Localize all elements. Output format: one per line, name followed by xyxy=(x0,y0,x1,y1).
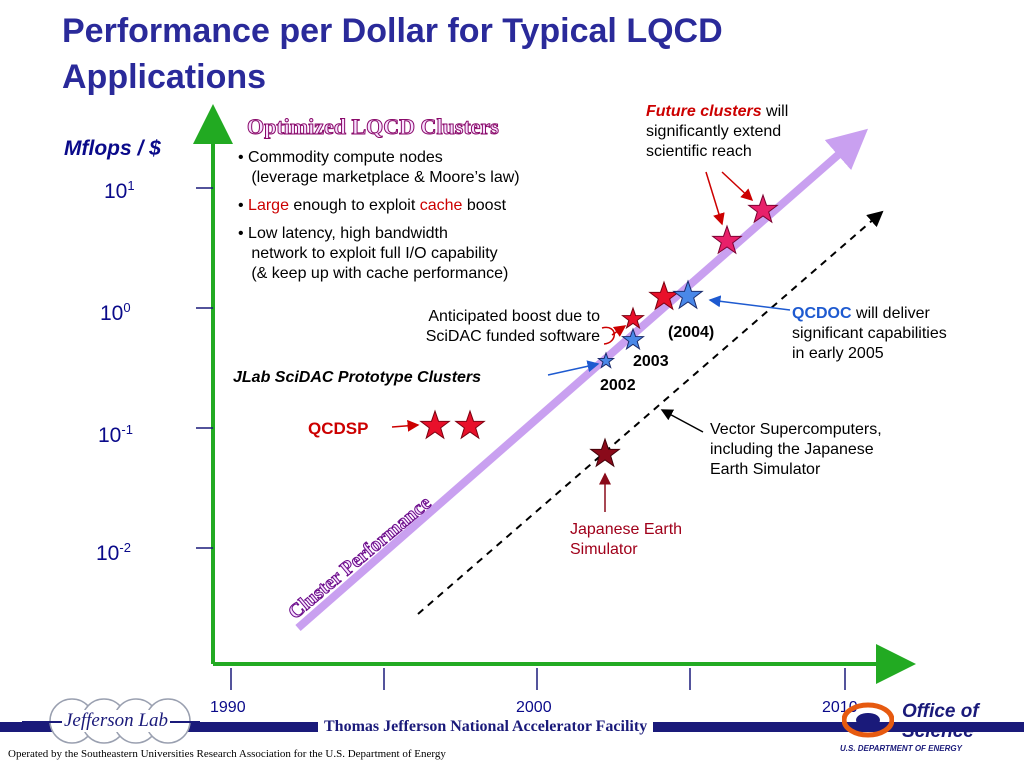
star-future-2 xyxy=(747,193,779,224)
bullet-large-cache: • Large enough to exploit cache boost xyxy=(238,197,507,214)
y-tick-10-0: 100 xyxy=(100,300,131,325)
y-tick-10-minus1: 10-1 xyxy=(98,422,133,447)
qcdsp-arrow xyxy=(391,419,420,432)
y-axis-label: Mflops / $ xyxy=(64,137,161,160)
anticipated-arrow xyxy=(611,325,627,337)
bullet-commodity: • Commodity compute nodes (leverage mark… xyxy=(238,149,520,186)
jefferson-lab-logo: Jefferson Lab xyxy=(22,696,202,746)
page-title: Performance per Dollar for Typical LQCD … xyxy=(62,12,723,96)
year-2004-label: (2004) xyxy=(668,324,715,341)
qcdoc-arrow xyxy=(708,295,791,311)
y-tick-10-1: 101 xyxy=(104,178,135,203)
anticipated-bracket xyxy=(601,326,615,345)
y-tick-10-minus2: 10-2 xyxy=(96,540,131,565)
anticipated-note: Anticipated boost due to SciDAC funded s… xyxy=(425,308,600,345)
cluster-performance-label: Cluster Performance xyxy=(284,492,435,624)
bullet-latency: • Low latency, high bandwidth network to… xyxy=(238,225,509,282)
star-qcdsp-2 xyxy=(454,409,486,440)
qcdoc-note: QCDOC will deliver significant capabilit… xyxy=(792,305,947,362)
x-tick-2000: 2000 xyxy=(516,699,552,716)
future-clusters-note: Future clusters will significantly exten… xyxy=(646,103,789,160)
future-arrow-1 xyxy=(705,171,725,226)
vector-note: Vector Supercomputers, including the Jap… xyxy=(710,421,882,478)
star-jlab-2002 xyxy=(596,351,616,369)
qcdsp-label: QCDSP xyxy=(308,419,369,438)
facility-name: Thomas Jefferson National Accelerator Fa… xyxy=(318,716,654,738)
star-qcdsp-1 xyxy=(419,409,451,440)
vector-trend-arrow xyxy=(417,210,884,615)
year-2003-label: 2003 xyxy=(633,353,669,370)
future-arrow-2 xyxy=(721,171,754,202)
x-tick-1990: 1990 xyxy=(210,699,246,716)
jlab-arrow xyxy=(547,360,600,376)
office-of-science-emblem xyxy=(841,700,895,740)
doe-label: U.S. DEPARTMENT OF ENERGY xyxy=(840,744,962,753)
earth-simulator-note: Japanese Earth Simulator xyxy=(570,521,683,558)
year-2002-label: 2002 xyxy=(600,377,636,394)
star-qcdoc xyxy=(672,279,704,310)
star-future-1 xyxy=(711,224,743,255)
star-anticipated xyxy=(621,306,645,330)
cluster-heading: Optimized LQCD Clusters xyxy=(247,114,499,139)
operated-by-text: Operated by the Southeastern Universitie… xyxy=(8,748,446,760)
vector-arrow xyxy=(660,409,704,433)
jlab-label: JLab SciDAC Prototype Clusters xyxy=(233,369,482,386)
bullet-list: • Commodity compute nodes (leverage mark… xyxy=(238,148,520,292)
star-earth-simulator xyxy=(589,437,621,468)
office-of-science-wordmark: Office of Science xyxy=(902,701,979,742)
